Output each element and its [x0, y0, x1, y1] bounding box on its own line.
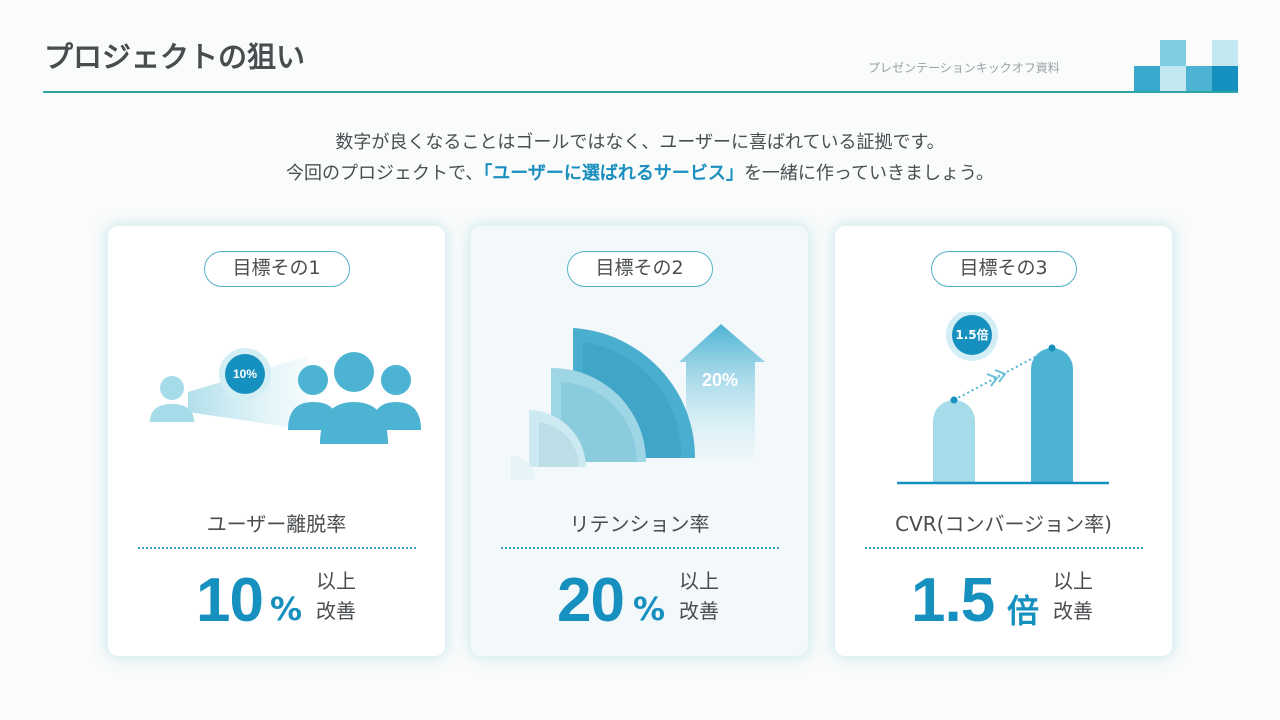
value-number: 20 — [557, 566, 625, 635]
goal-card-3: 目標その3 1.5倍 CVR(コンバージョン率) 1.5 倍 以上 改善 — [835, 226, 1172, 656]
growth-arrow: 20% — [679, 324, 765, 458]
badge-text: 1.5倍 — [955, 327, 988, 342]
value-unit: % — [633, 590, 666, 628]
goal-card-2: 目標その2 20% リテンション率 20 % 以上 改善 — [471, 226, 808, 656]
header-divider — [43, 91, 1238, 93]
document-subtitle: プレゼンテーションキックオフ資料 — [868, 61, 1060, 75]
corner-decoration — [1134, 40, 1238, 92]
dotted-divider — [865, 547, 1143, 549]
dotted-divider — [138, 547, 416, 549]
goal-label-pill: 目標その3 — [930, 251, 1077, 287]
quarter-circle-shapes — [511, 328, 696, 480]
retention-illustration: 20% — [511, 324, 765, 480]
metric-name: CVR(コンバージョン率) — [895, 512, 1112, 536]
conversion-illustration: 1.5倍 — [897, 312, 1109, 485]
page-title: プロジェクトの狙い — [44, 40, 306, 74]
lead-text-line2: 今回のプロジェクトで、「ユーザーに選ばれるサービス」を一緒に作っていきましょう。 — [0, 159, 1280, 185]
single-user-icon — [150, 376, 194, 422]
lead-text-pre: 今回のプロジェクトで、 — [286, 163, 484, 184]
metric-name: リテンション率 — [569, 512, 710, 536]
metric-value: 20 % 以上 改善 — [471, 566, 808, 636]
goal-label-pill: 目標その1 — [203, 251, 350, 287]
value-number: 1.5 — [911, 566, 995, 635]
value-note-2: 改善 — [1053, 599, 1093, 623]
badge-text: 10% — [233, 367, 257, 381]
value-note-1: 以上 — [1053, 569, 1093, 593]
fast-forward-icon — [986, 369, 1007, 387]
bar-chart-icon — [897, 344, 1109, 485]
metric-value: 10 % 以上 改善 — [108, 566, 445, 636]
multiplier-badge: 1.5倍 — [946, 312, 998, 361]
goal-card-1: 目標その1 10% ユーザー離脱率 10 % — [108, 226, 445, 656]
value-unit: 倍 — [1007, 592, 1040, 630]
value-note-2: 改善 — [679, 599, 719, 623]
metric-value: 1.5 倍 以上 改善 — [835, 566, 1172, 636]
percent-badge: 10% — [219, 348, 271, 400]
arrow-label: 20% — [702, 370, 738, 390]
value-note-2: 改善 — [316, 599, 356, 623]
value-number: 10 — [196, 566, 264, 635]
lead-text-post: を一緒に作っていきましょう。 — [743, 163, 994, 184]
metric-name: ユーザー離脱率 — [206, 512, 347, 536]
value-note-1: 以上 — [316, 569, 356, 593]
group-users-icon — [288, 352, 421, 444]
lead-text-line1: 数字が良くなることはゴールではなく、ユーザーに喜ばれている証拠です。 — [335, 132, 945, 153]
user-churn-illustration: 10% — [150, 348, 421, 444]
goal-label-pill: 目標その2 — [566, 251, 713, 287]
value-unit: % — [270, 590, 303, 628]
value-note-1: 以上 — [679, 569, 719, 593]
dotted-divider — [501, 547, 779, 549]
lead-highlight: 「ユーザーに選ばれるサービス」 — [483, 163, 744, 184]
